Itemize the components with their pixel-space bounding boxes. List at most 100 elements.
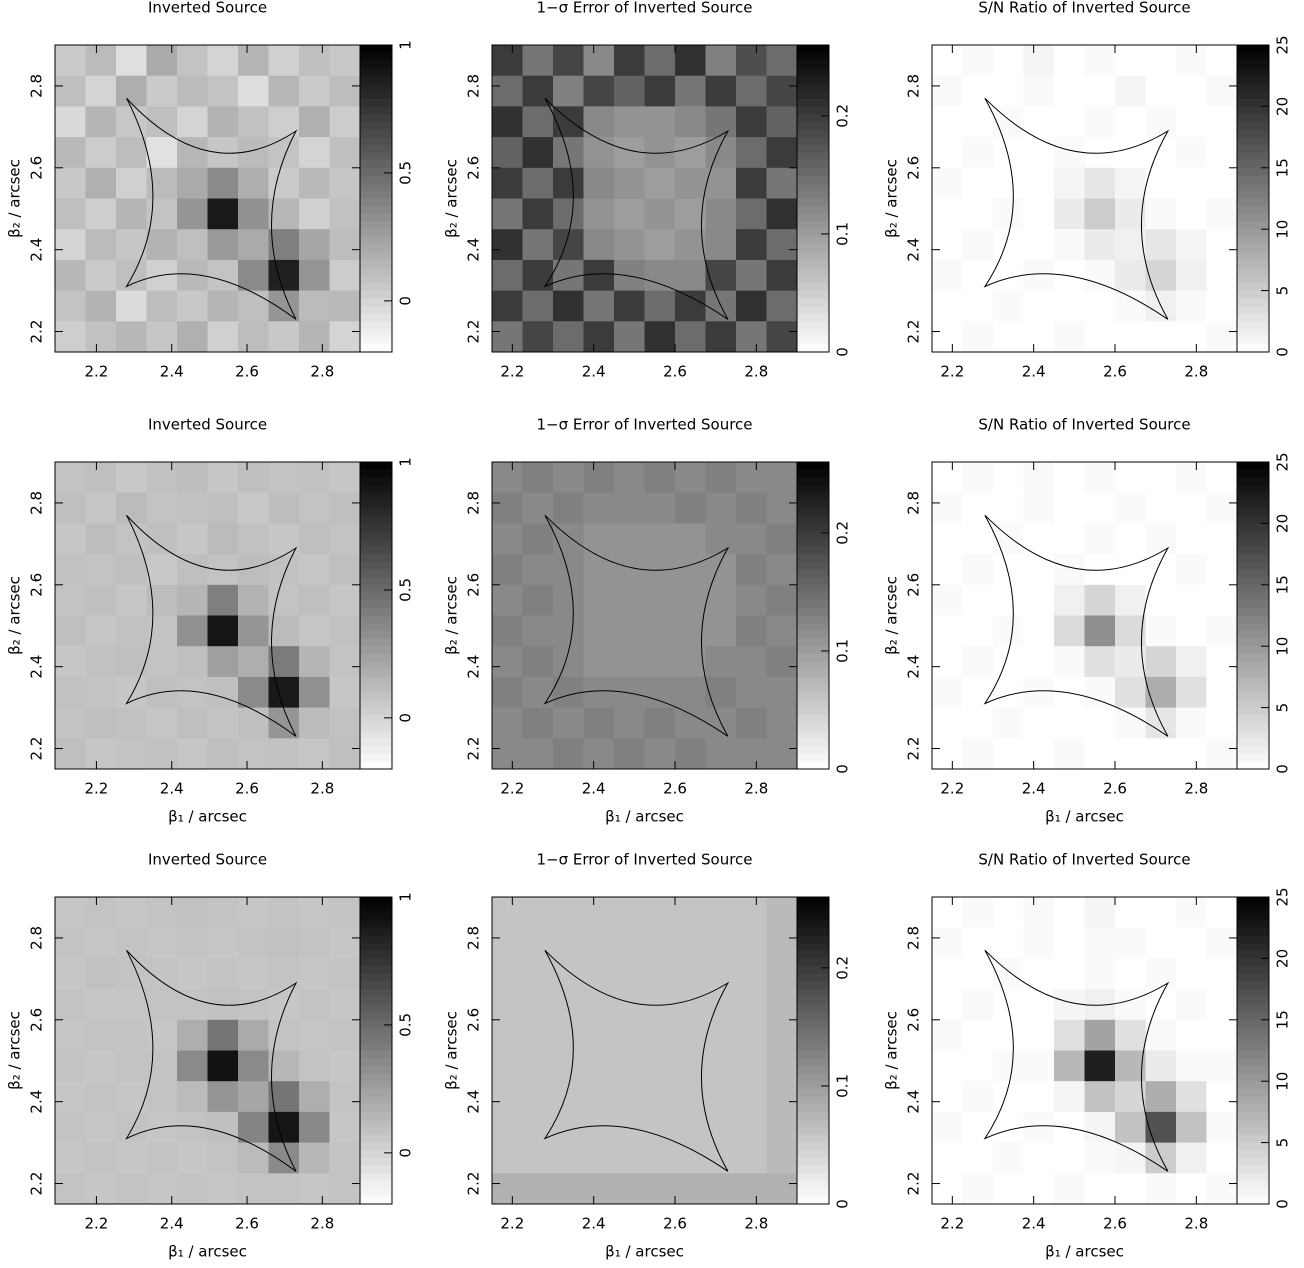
pixel bbox=[766, 492, 798, 524]
colorbar-tick-label: 0 bbox=[397, 713, 415, 723]
pixel bbox=[299, 927, 330, 959]
pixel bbox=[238, 646, 269, 678]
y-tick-label: 2.4 bbox=[905, 655, 923, 679]
pixel bbox=[1206, 1173, 1238, 1205]
x-tick-label: 2.4 bbox=[1022, 1215, 1046, 1233]
pixel bbox=[492, 1111, 523, 1144]
pixel bbox=[207, 198, 239, 230]
pixel bbox=[116, 927, 147, 959]
pixel bbox=[1176, 1050, 1207, 1082]
pixel bbox=[522, 321, 554, 353]
pixel bbox=[1054, 1050, 1085, 1082]
colorbar-step bbox=[360, 267, 392, 276]
pixel bbox=[644, 738, 676, 770]
pixel bbox=[675, 1081, 706, 1113]
pixel bbox=[1145, 45, 1177, 77]
pixel bbox=[1023, 290, 1055, 322]
colorbar-step bbox=[360, 1180, 392, 1190]
pixel bbox=[329, 584, 361, 616]
pixel bbox=[1084, 1173, 1116, 1205]
pixel bbox=[1176, 1173, 1207, 1205]
pixel bbox=[583, 676, 615, 709]
y-tick-label: 2.4 bbox=[465, 1090, 483, 1114]
pixel bbox=[1206, 523, 1238, 555]
pixel bbox=[1054, 989, 1085, 1021]
colorbar-frame bbox=[359, 44, 393, 353]
pixel bbox=[207, 290, 239, 322]
colorbar-step bbox=[360, 1127, 392, 1136]
pixel bbox=[1206, 259, 1238, 292]
pixel bbox=[1115, 707, 1146, 739]
pixel bbox=[1206, 1142, 1238, 1174]
colorbar-step bbox=[1237, 1096, 1269, 1105]
x-tick-label: 2.8 bbox=[310, 780, 334, 798]
pixel bbox=[736, 1142, 767, 1174]
colorbar-step bbox=[1237, 129, 1269, 138]
pixel bbox=[85, 137, 117, 169]
pixel bbox=[962, 676, 994, 709]
x-tick-label: 2.4 bbox=[1022, 780, 1046, 798]
colorbar-step bbox=[360, 935, 392, 944]
pixel bbox=[299, 462, 330, 494]
pixel bbox=[1023, 738, 1055, 770]
colorbar-step bbox=[360, 897, 392, 906]
colorbar-step bbox=[1237, 1042, 1269, 1051]
y-tick-label: 2.6 bbox=[905, 1008, 923, 1032]
pixel bbox=[736, 707, 767, 739]
colorbar-tick-label: 20 bbox=[1274, 97, 1292, 116]
pixel bbox=[1084, 707, 1116, 739]
pixel bbox=[675, 462, 706, 494]
pixel bbox=[1145, 1050, 1177, 1082]
colorbar-step bbox=[1237, 183, 1269, 192]
pixel bbox=[675, 198, 706, 230]
colorbar-step bbox=[1237, 669, 1269, 678]
pixel bbox=[268, 1019, 300, 1051]
pixel bbox=[962, 45, 994, 77]
pixel bbox=[583, 492, 615, 524]
pixel bbox=[932, 45, 963, 77]
colorbar-step bbox=[360, 1035, 392, 1044]
colorbar-step bbox=[1237, 943, 1269, 952]
colorbar-step bbox=[360, 190, 392, 199]
pixel bbox=[675, 554, 706, 586]
colorbar-step bbox=[360, 904, 392, 913]
x-tick-label: 2.6 bbox=[1103, 780, 1127, 798]
pixel bbox=[705, 1019, 737, 1051]
pixel bbox=[962, 646, 994, 678]
colorbar-step bbox=[797, 607, 829, 616]
colorbar-step bbox=[797, 485, 829, 494]
x-tick-label: 2.4 bbox=[160, 363, 184, 381]
pixel bbox=[299, 1111, 330, 1144]
colorbar-step bbox=[1237, 1104, 1269, 1113]
pixel bbox=[116, 1050, 147, 1082]
pixel bbox=[492, 646, 523, 678]
pixel bbox=[766, 676, 798, 709]
pixel bbox=[736, 646, 767, 678]
pixel bbox=[736, 1050, 767, 1082]
pixel bbox=[329, 958, 361, 990]
pixel bbox=[932, 958, 963, 990]
x-tick-label: 2.2 bbox=[940, 363, 964, 381]
pixel bbox=[299, 229, 330, 261]
colorbar-step bbox=[360, 508, 392, 517]
colorbar-step bbox=[1237, 1165, 1269, 1174]
pixel bbox=[492, 462, 523, 494]
colorbar-step bbox=[797, 114, 829, 123]
pixel bbox=[146, 492, 178, 524]
colorbar-step bbox=[1237, 344, 1269, 353]
colorbar-step bbox=[360, 121, 392, 130]
pixel bbox=[614, 738, 645, 770]
pixel bbox=[55, 321, 86, 353]
pixel bbox=[583, 462, 615, 494]
pixel bbox=[55, 1173, 86, 1205]
colorbar-step bbox=[1237, 546, 1269, 555]
colorbar-step bbox=[797, 477, 829, 486]
pixel bbox=[583, 523, 615, 555]
x-tick-label: 2.8 bbox=[310, 1215, 334, 1233]
pixel bbox=[268, 646, 300, 678]
pixel bbox=[614, 137, 645, 169]
colorbar-step bbox=[797, 715, 829, 724]
colorbar-step bbox=[797, 1050, 829, 1059]
pixel bbox=[614, 707, 645, 739]
caustic bbox=[125, 514, 298, 737]
